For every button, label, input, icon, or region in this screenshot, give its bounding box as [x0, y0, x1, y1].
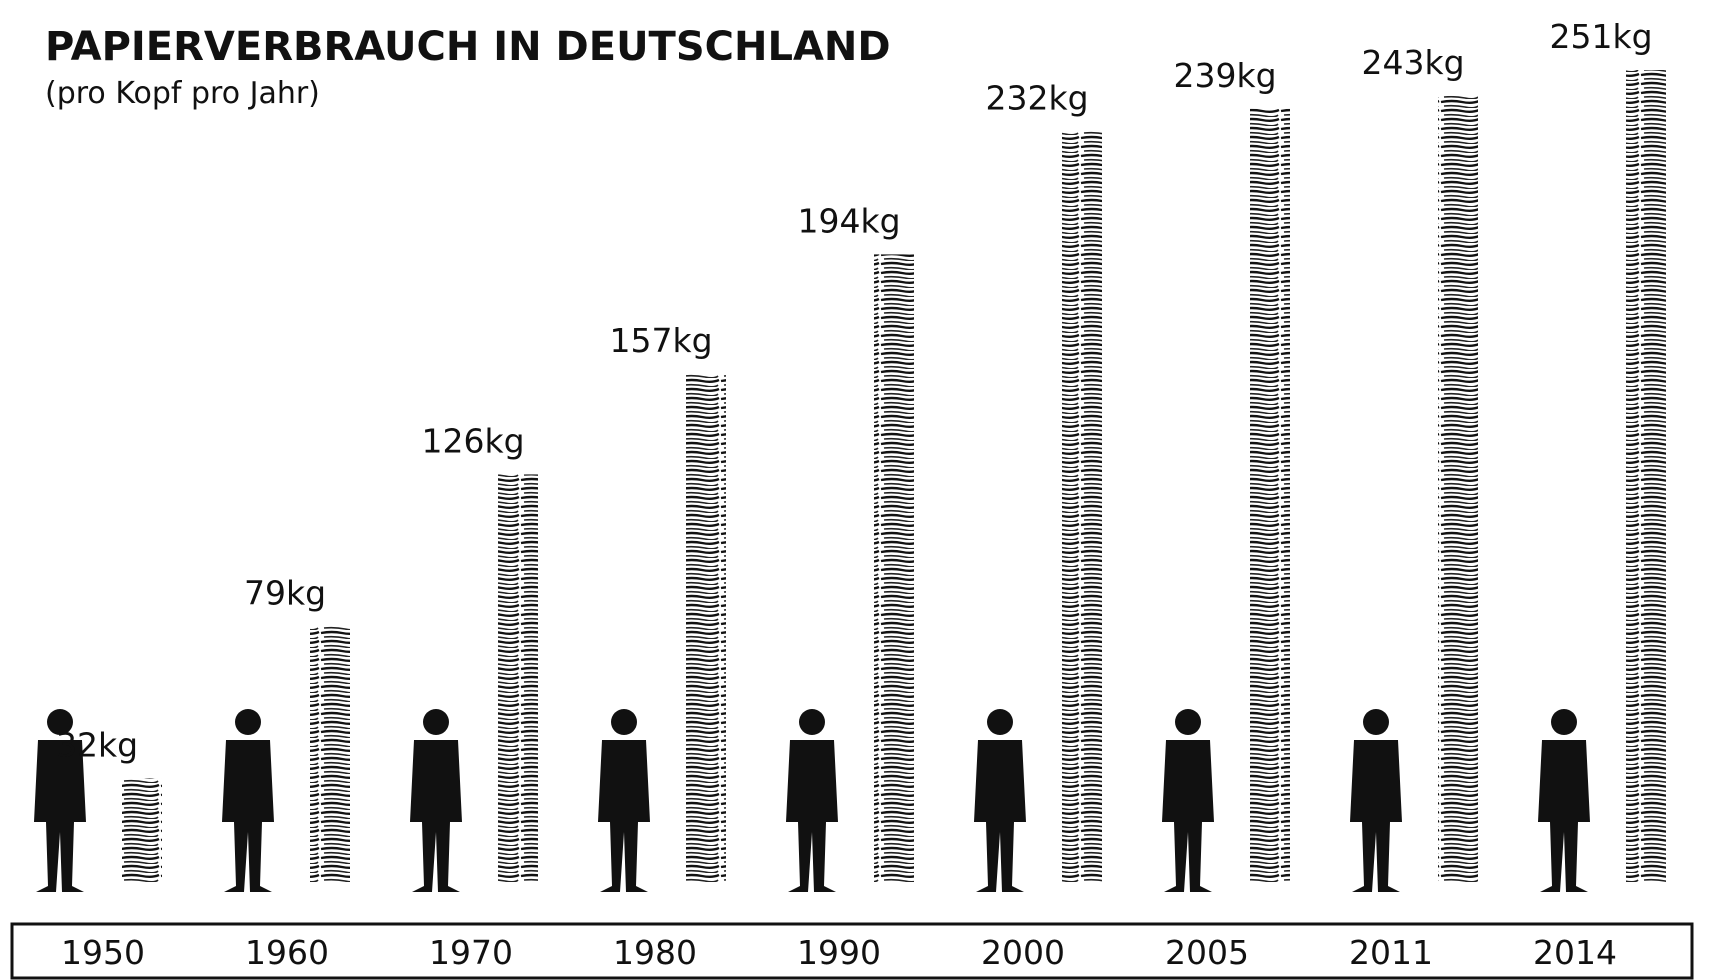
value-label: 32kg: [56, 725, 138, 764]
paper-stack: [874, 254, 914, 882]
person-head: [987, 709, 1013, 735]
x-tick-label: 2000: [981, 933, 1065, 972]
person-body: [1350, 740, 1402, 892]
paper-stack: [1062, 131, 1102, 882]
paper-stack: [1250, 109, 1290, 882]
chart: PAPIERVERBRAUCH IN DEUTSCHLAND (pro Kopf…: [0, 0, 1734, 980]
paper-stack: [1438, 96, 1478, 882]
person-head: [799, 709, 825, 735]
person-body: [410, 740, 462, 892]
value-label: 126kg: [421, 421, 524, 460]
x-tick-label: 2014: [1533, 933, 1617, 972]
value-label: 157kg: [609, 321, 712, 360]
person-head: [1363, 709, 1389, 735]
person-body: [974, 740, 1026, 892]
person-head: [1551, 709, 1577, 735]
x-tick-label: 1950: [61, 933, 145, 972]
person-body: [598, 740, 650, 892]
person-silhouette: [1538, 709, 1590, 892]
x-tick-label: 1970: [429, 933, 513, 972]
x-tick-label: 1980: [613, 933, 697, 972]
paper-stack: [1626, 70, 1666, 882]
x-tick-label: 1960: [245, 933, 329, 972]
person-body: [786, 740, 838, 892]
value-label: 232kg: [985, 78, 1088, 117]
person-body: [1162, 740, 1214, 892]
chart-title: PAPIERVERBRAUCH IN DEUTSCHLAND: [45, 24, 891, 70]
value-label: 243kg: [1361, 43, 1464, 82]
paper-stack: [498, 474, 538, 882]
value-label: 239kg: [1173, 56, 1276, 95]
person-head: [1175, 709, 1201, 735]
value-label: 251kg: [1549, 17, 1652, 56]
chart-subtitle: (pro Kopf pro Jahr): [45, 76, 320, 111]
x-tick-label: 2011: [1349, 933, 1433, 972]
person-silhouette: [410, 709, 462, 892]
person-silhouette: [1162, 709, 1214, 892]
person-silhouette: [786, 709, 838, 892]
value-label: 79kg: [244, 573, 326, 612]
person-silhouette: [598, 709, 650, 892]
person-silhouette: [1350, 709, 1402, 892]
paper-stack: [122, 778, 162, 882]
person-body: [1538, 740, 1590, 892]
paper-stack: [310, 626, 350, 882]
value-label: 194kg: [797, 201, 900, 240]
person-head: [611, 709, 637, 735]
paper-stack: [686, 374, 726, 882]
person-body: [222, 740, 274, 892]
x-tick-label: 2005: [1165, 933, 1249, 972]
person-silhouette: [222, 709, 274, 892]
person-head: [423, 709, 449, 735]
x-tick-label: 1990: [797, 933, 881, 972]
person-head: [235, 709, 261, 735]
person-silhouette: [974, 709, 1026, 892]
